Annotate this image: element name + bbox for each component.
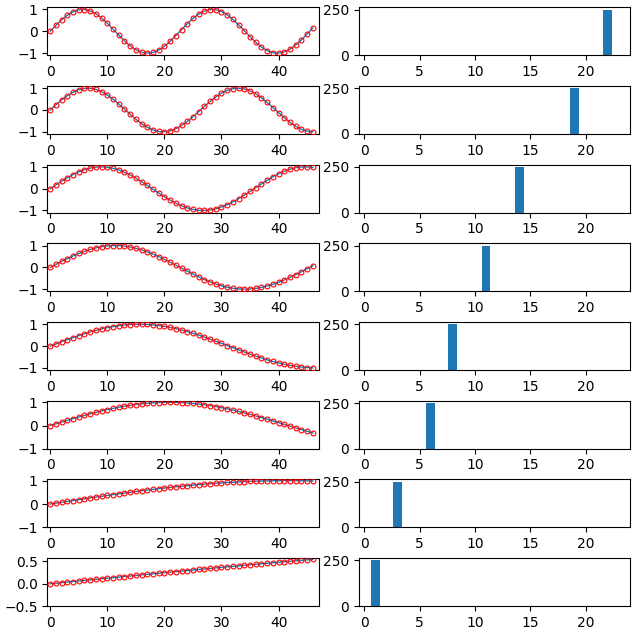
Bar xyxy=(393,482,402,527)
Bar xyxy=(604,10,612,55)
Bar xyxy=(448,325,457,370)
Bar xyxy=(482,245,490,292)
Bar xyxy=(515,167,524,212)
Bar xyxy=(371,560,380,606)
Bar xyxy=(570,88,579,134)
Bar xyxy=(426,403,435,449)
